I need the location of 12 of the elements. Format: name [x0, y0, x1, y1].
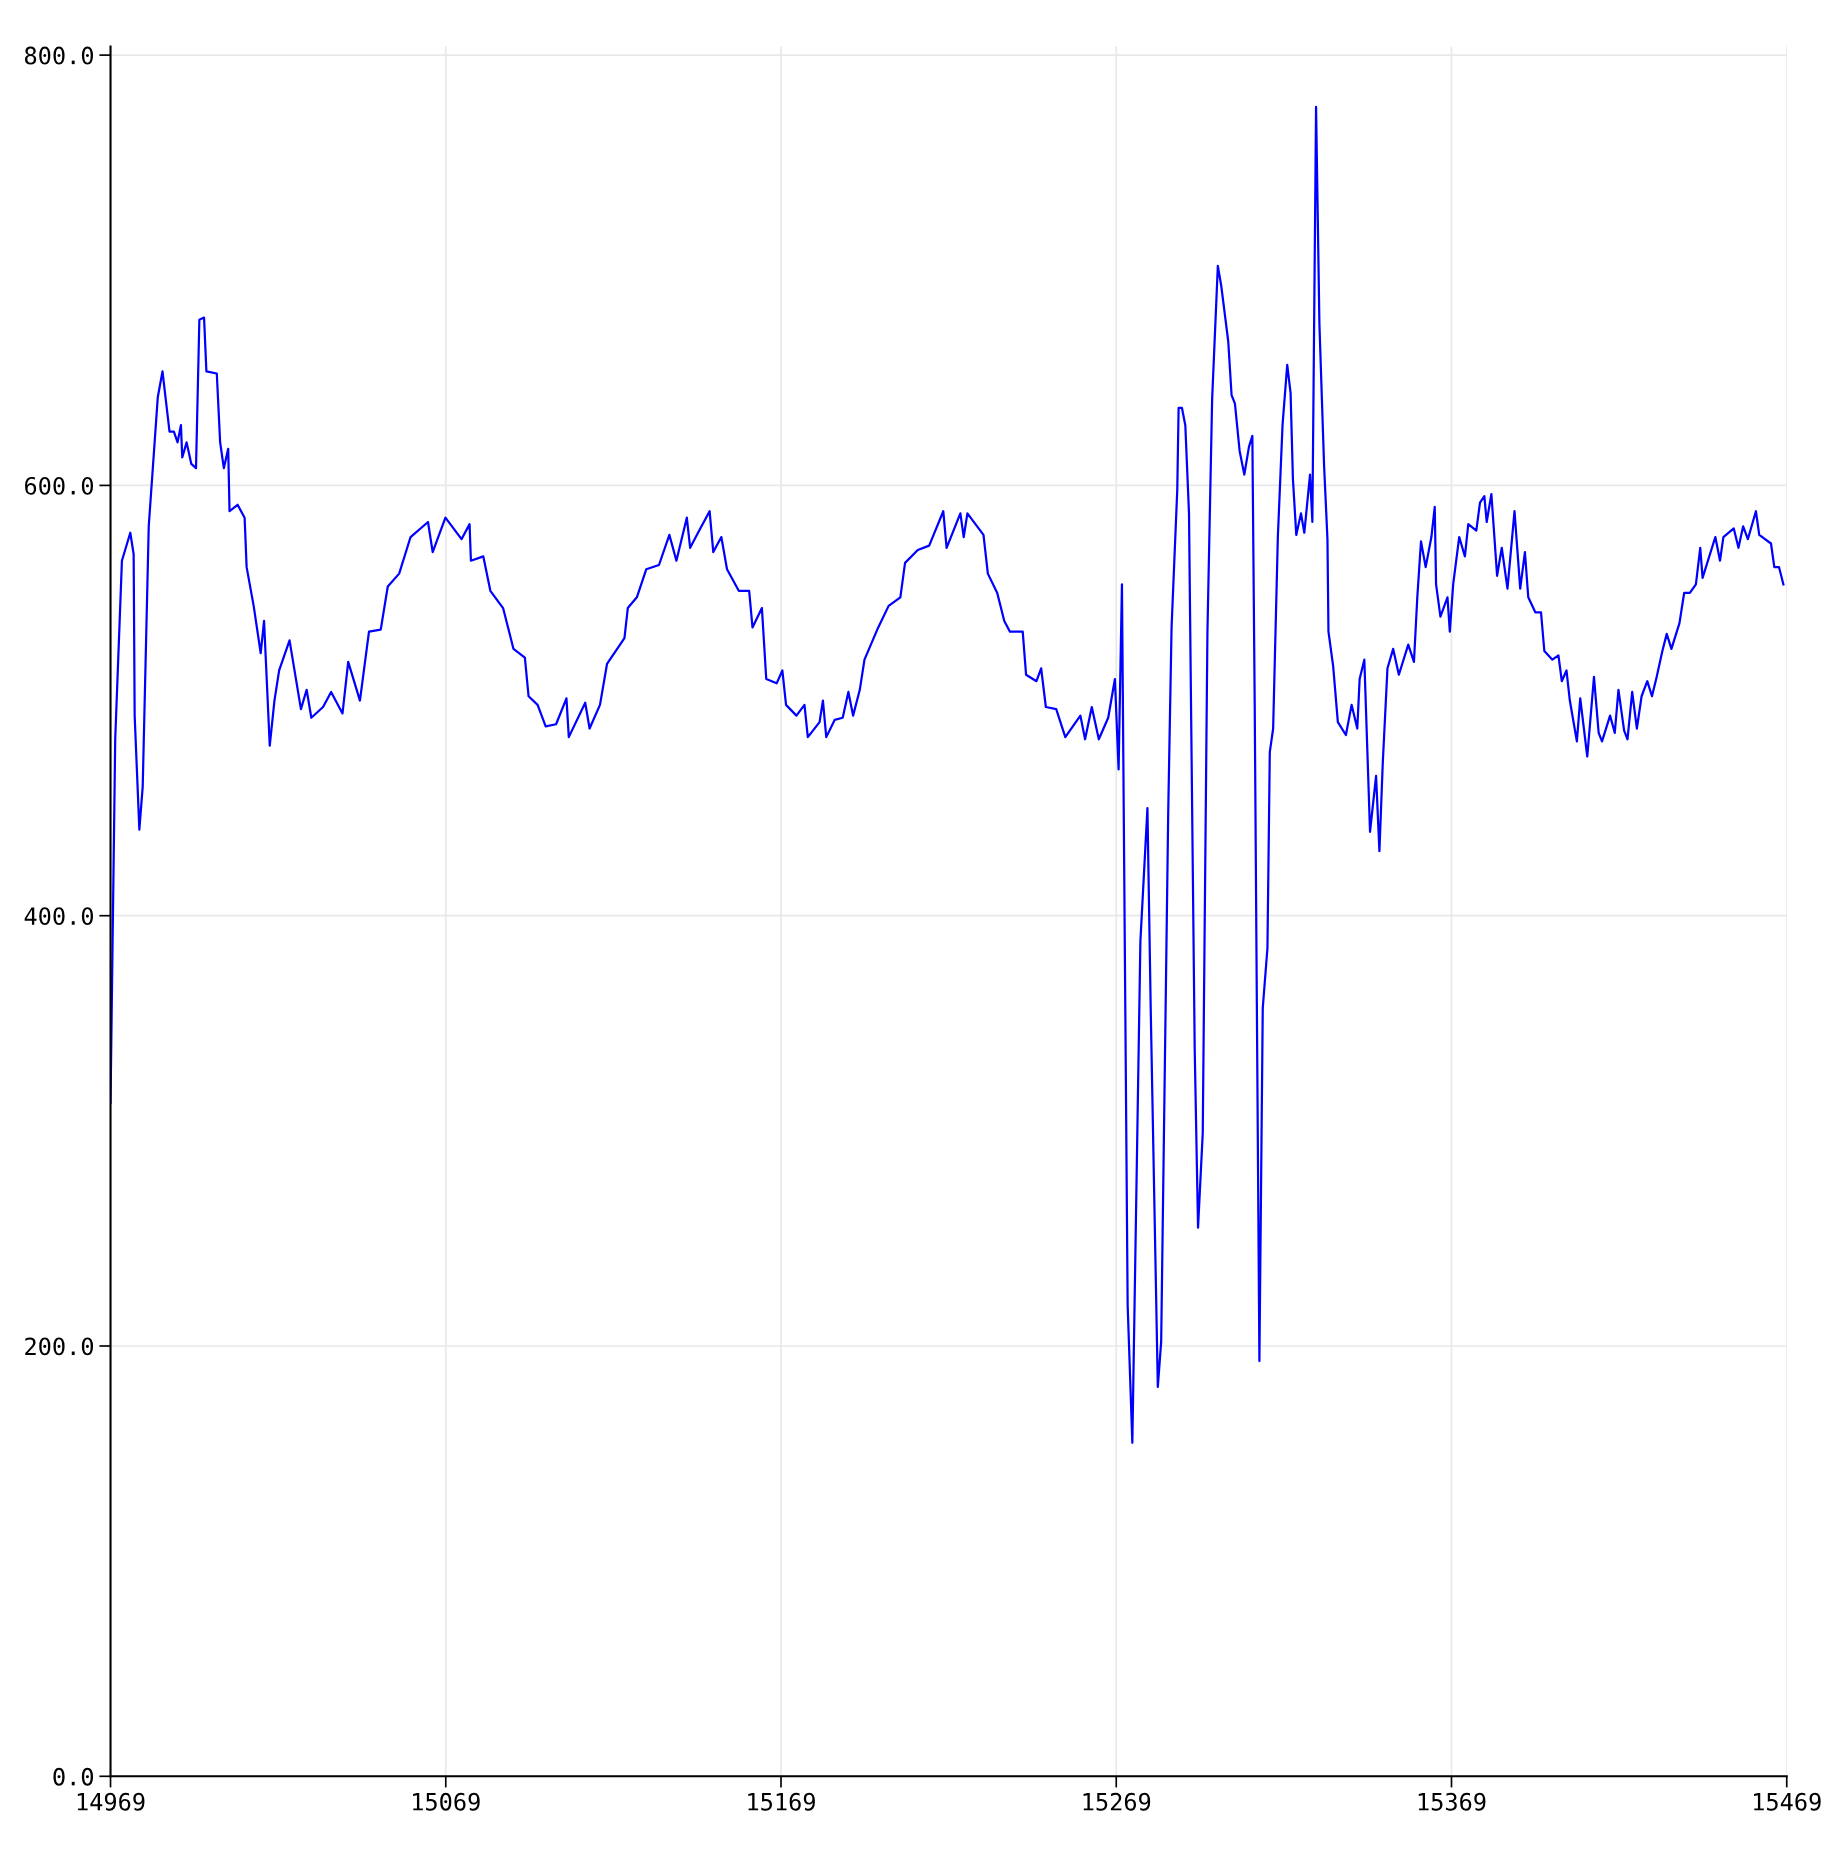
x-tick-label: 15169: [748, 1792, 815, 1811]
x-tick-label: 15069: [413, 1792, 480, 1811]
y-tick-label: 800.0: [24, 46, 94, 65]
y-tick-label: 600.0: [25, 476, 94, 495]
x-tick-label: 15369: [1418, 1792, 1486, 1811]
y-tick-label: 400.0: [24, 907, 94, 926]
x-tick-label: 14969: [77, 1792, 145, 1811]
x-tick-label: 15469: [1754, 1792, 1821, 1811]
y-tick-label: 200.0: [25, 1337, 94, 1356]
line-series: [110, 105, 1785, 1444]
x-tick-label: 15269: [1083, 1792, 1151, 1811]
y-tick-label: 0.0: [53, 1767, 94, 1786]
